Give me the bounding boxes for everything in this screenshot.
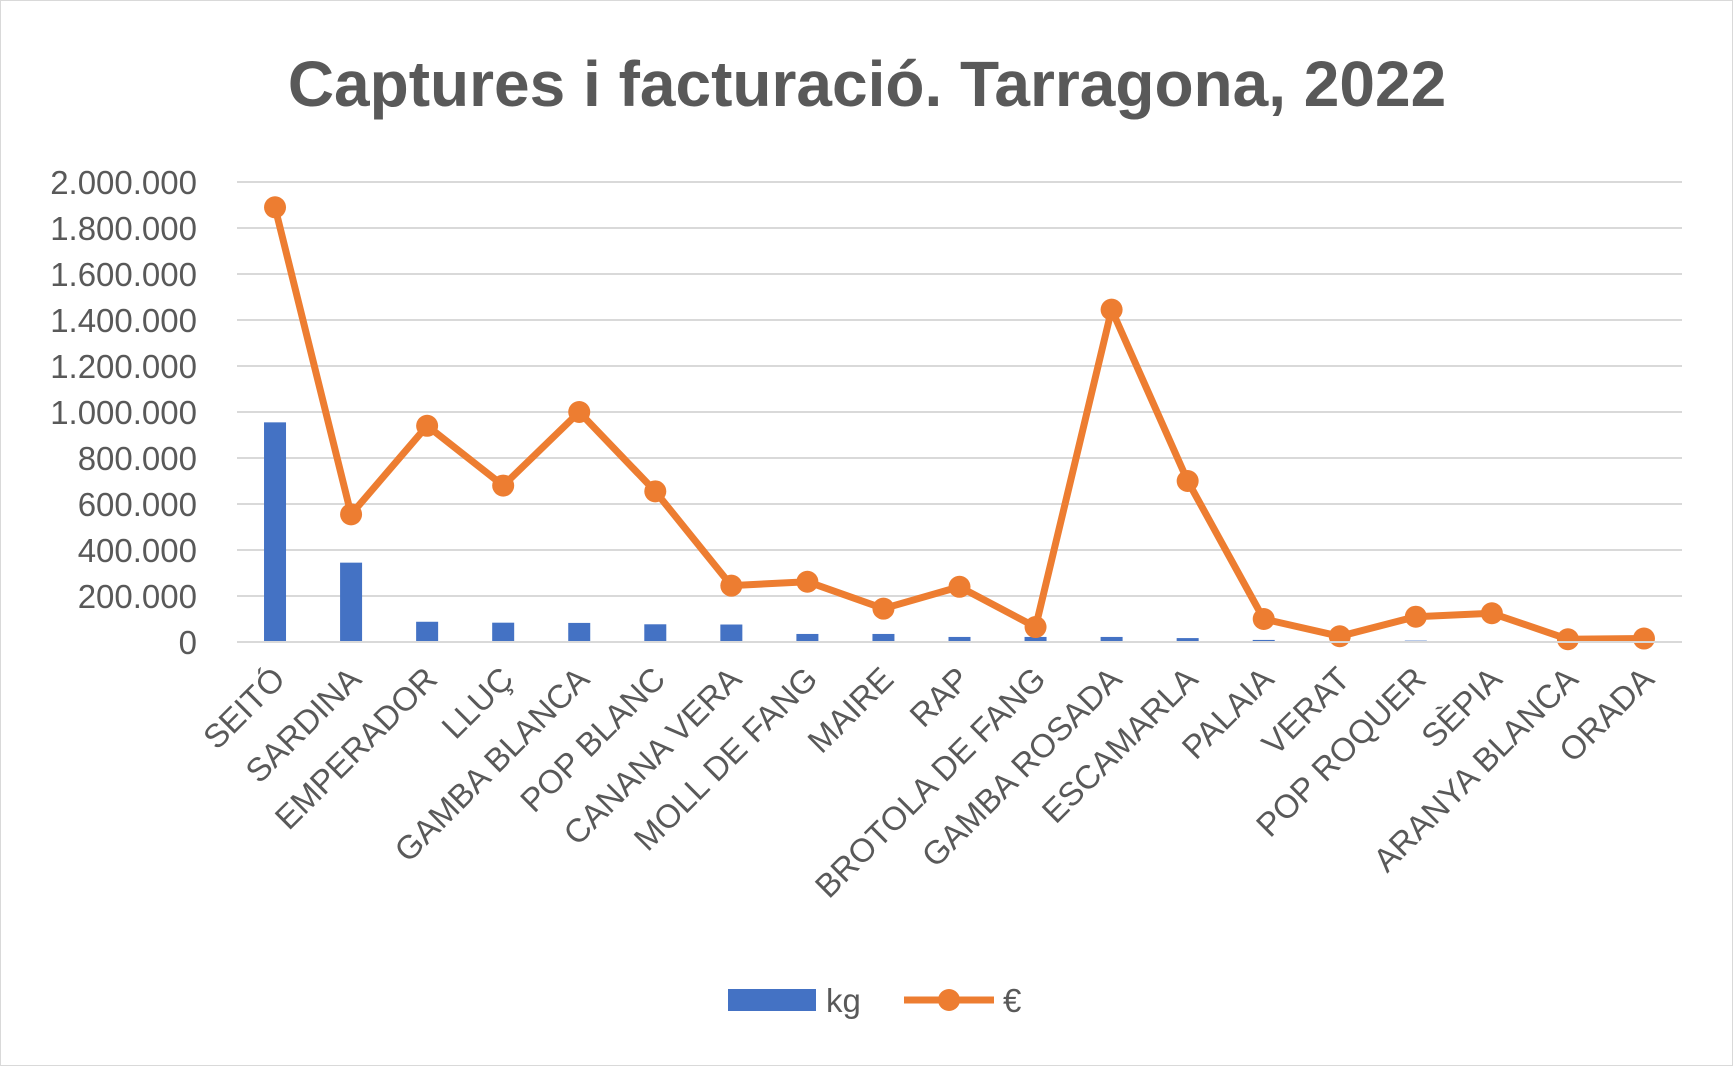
- y-tick-label: 800.000: [78, 440, 197, 477]
- bar-kg: [872, 634, 894, 642]
- euro-point: [1253, 608, 1275, 630]
- euro-point: [1557, 628, 1579, 650]
- euro-point: [644, 480, 666, 502]
- bar-kg: [720, 625, 742, 642]
- y-tick-label: 1.000.000: [50, 394, 197, 431]
- y-tick-label: 600.000: [78, 486, 197, 523]
- legend-kg-label: kg: [826, 982, 861, 1019]
- y-tick-label: 400.000: [78, 532, 197, 569]
- x-tick-label: MAIRE: [800, 660, 900, 760]
- bar-kg: [416, 622, 438, 642]
- euro-series-line: [275, 207, 1644, 639]
- bar-kg: [492, 623, 514, 642]
- euro-point: [1481, 602, 1503, 624]
- bar-kg: [568, 623, 590, 642]
- legend-kg-swatch: [728, 989, 816, 1011]
- euro-point: [264, 196, 286, 218]
- legend-euro-label: €: [1003, 982, 1021, 1019]
- y-tick-label: 1.800.000: [50, 210, 197, 247]
- euro-point: [568, 401, 590, 423]
- euro-line: [264, 196, 1655, 650]
- y-axis: 0 200.000 400.000 600.000 800.000 1.000.000 1.…: [50, 164, 197, 661]
- euro-point: [720, 575, 742, 597]
- y-tick-label: 1.600.000: [50, 256, 197, 293]
- bar-kg: [340, 563, 362, 642]
- euro-point: [1405, 606, 1427, 628]
- euro-point: [1329, 625, 1351, 647]
- euro-point: [340, 503, 362, 525]
- y-tick-label: 2.000.000: [50, 164, 197, 201]
- euro-point: [949, 576, 971, 598]
- legend-euro-marker: [938, 989, 960, 1011]
- y-tick-label: 200.000: [78, 578, 197, 615]
- bar-kg: [796, 634, 818, 642]
- euro-point: [796, 571, 818, 593]
- kg-bars: [264, 422, 1655, 642]
- gridlines: [237, 182, 1682, 642]
- y-tick-label: 1.400.000: [50, 302, 197, 339]
- euro-point: [1025, 616, 1047, 638]
- euro-point: [1633, 628, 1655, 650]
- euro-point: [1177, 470, 1199, 492]
- y-tick-label: 0: [179, 624, 197, 661]
- legend: kg €: [728, 982, 1021, 1019]
- bar-kg: [644, 624, 666, 642]
- bar-kg: [264, 422, 286, 642]
- euro-point: [1101, 299, 1123, 321]
- chart-title: Captures i facturació. Tarragona, 2022: [288, 48, 1446, 120]
- euro-point: [492, 475, 514, 497]
- y-tick-label: 1.200.000: [50, 348, 197, 385]
- euro-point: [872, 598, 894, 620]
- euro-point: [416, 415, 438, 437]
